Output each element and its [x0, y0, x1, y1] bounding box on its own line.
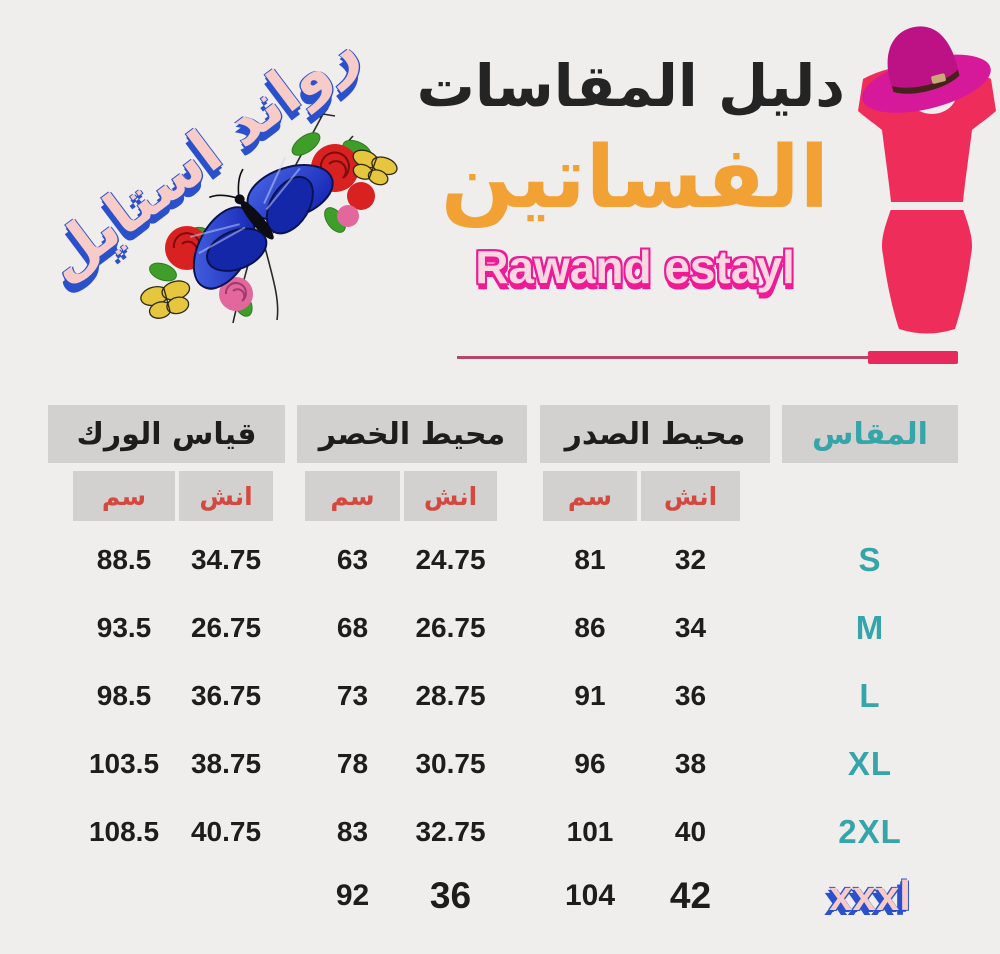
- hat-icon: [862, 26, 991, 113]
- hip-cm-value: 98.5: [96, 680, 152, 711]
- yellow-butterfly-icon: [140, 149, 398, 319]
- chest-cm-value: 104: [564, 879, 616, 912]
- dress-waistband: [886, 202, 968, 210]
- chest-inch-value: 34: [674, 612, 707, 643]
- chest-cm-value: 81: [574, 544, 606, 575]
- chest-cm-value: 96: [574, 748, 606, 779]
- hip-inch-value: [179, 862, 273, 930]
- hip-inch-value: 26.75: [190, 612, 262, 643]
- chest-inch-value: 36: [674, 680, 707, 711]
- hip-cm-value: 108.5: [88, 816, 160, 847]
- divider-line: [457, 356, 872, 359]
- waist-cm-value: 73: [336, 680, 369, 711]
- unit-waist-inch: انش: [404, 471, 497, 521]
- table-row: 108.5 40.75 83 32.75 101 40 2XL: [45, 798, 958, 866]
- size-label: 2XL: [838, 813, 902, 850]
- waist-cm-value: 83: [336, 816, 369, 847]
- hip-cm-value: 103.5: [88, 748, 160, 779]
- chest-inch-value: 42: [669, 875, 712, 916]
- brand-name-latin: Rawand estayl: [475, 241, 795, 293]
- chest-inch-value: 40: [674, 816, 707, 847]
- dress-shape: [858, 64, 996, 334]
- table-row: 88.5 34.75 63 24.75 81 32 S: [45, 526, 958, 594]
- hip-inch-value: 34.75: [190, 544, 262, 575]
- waist-inch-value: 30.75: [415, 748, 486, 779]
- size-label: XL: [847, 745, 893, 782]
- hip-cm-value: [73, 862, 175, 930]
- unit-chest-cm: سم: [543, 471, 637, 521]
- blue-butterfly-icon: [189, 156, 334, 290]
- dress-illustration: [858, 26, 996, 334]
- hip-inch-value: 38.75: [190, 748, 262, 779]
- butterfly-flowers-illustration: [140, 107, 398, 324]
- waist-inch-value: 36: [429, 875, 472, 916]
- table-row: 103.5 38.75 78 30.75 96 38 XL: [45, 730, 958, 798]
- chest-inch-value: 38: [674, 748, 707, 779]
- hip-cm-value: 93.5: [96, 612, 152, 643]
- waist-cm-value: 68: [336, 612, 369, 643]
- header-waist-circumference: محيط الخصر: [297, 405, 527, 463]
- waist-cm-value: 78: [336, 748, 369, 779]
- chest-inch-value: 32: [674, 544, 707, 575]
- header-hip-measure: قياس الورك: [48, 405, 285, 463]
- hip-cm-value: 88.5: [96, 544, 152, 575]
- hip-inch-value: 40.75: [190, 816, 262, 847]
- waist-cm-value: 63: [336, 544, 369, 575]
- waist-cm-value: 92: [335, 879, 370, 912]
- hip-inch-value: 36.75: [190, 680, 262, 711]
- table-row: 93.5 26.75 68 26.75 86 34 M: [45, 594, 958, 662]
- size-label: M: [855, 609, 885, 646]
- unit-hip-inch: انش: [179, 471, 273, 521]
- page-subtitle: الفساتين: [440, 128, 830, 228]
- divider-bar: [868, 351, 958, 364]
- size-label: S: [858, 541, 882, 578]
- table-row: 92 36 104 42 xxxl: [45, 862, 958, 930]
- waist-inch-value: 28.75: [415, 680, 486, 711]
- header-size: المقاس: [782, 405, 958, 463]
- waist-inch-value: 24.75: [415, 544, 486, 575]
- waist-inch-value: 32.75: [415, 816, 486, 847]
- size-label: xxxl: [829, 872, 911, 919]
- chest-cm-value: 101: [566, 816, 614, 847]
- header-chest-circumference: محيط الصدر: [540, 405, 770, 463]
- waist-inch-value: 26.75: [415, 612, 486, 643]
- chest-cm-value: 91: [574, 680, 606, 711]
- unit-chest-inch: انش: [641, 471, 740, 521]
- chest-cm-value: 86: [574, 612, 606, 643]
- table-row: 98.5 36.75 73 28.75 91 36 L: [45, 662, 958, 730]
- unit-waist-cm: سم: [305, 471, 400, 521]
- page-title: دليل المقاسات: [416, 52, 845, 120]
- size-label: L: [859, 677, 881, 714]
- unit-hip-cm: سم: [73, 471, 175, 521]
